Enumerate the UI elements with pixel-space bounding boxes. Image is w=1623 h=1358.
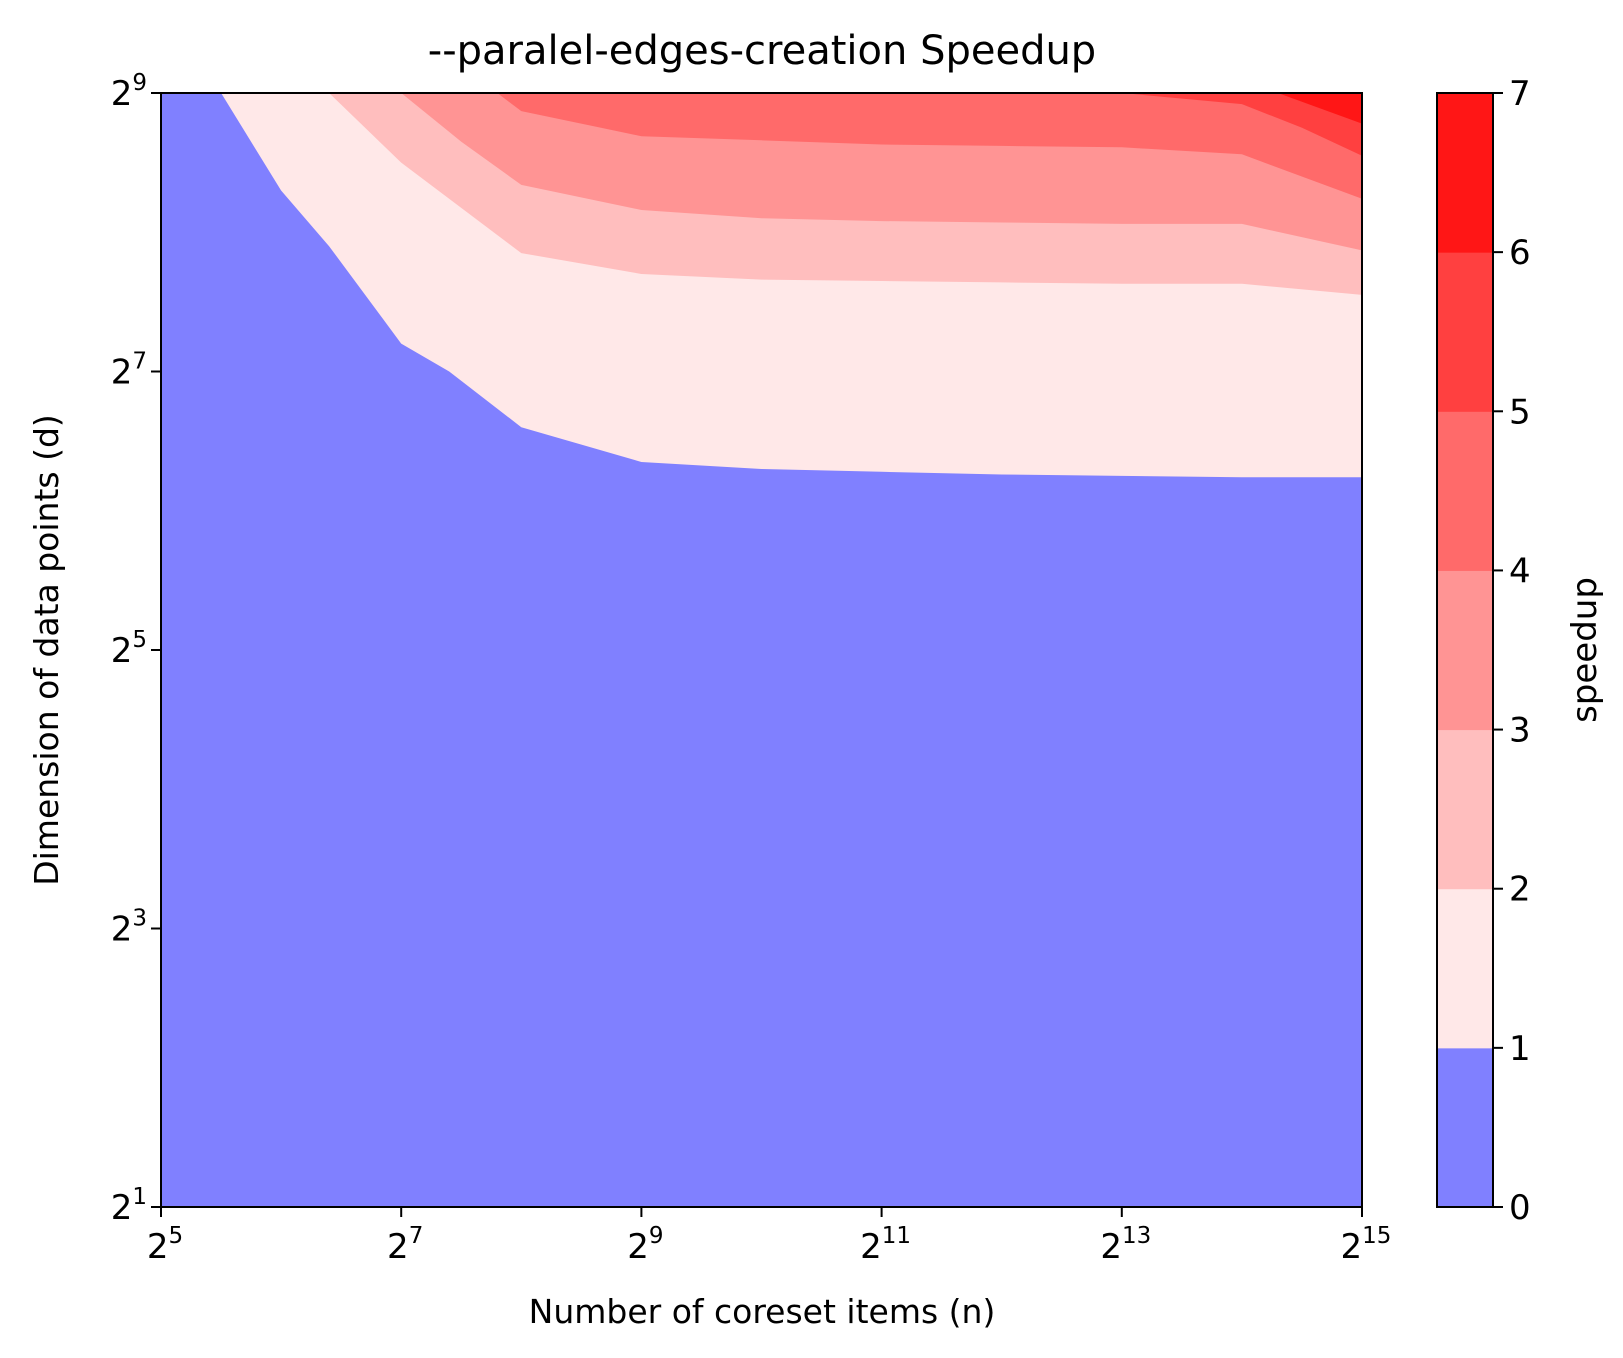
x-tick-label: 25 [147,1223,183,1267]
colorbar-swatch-5-6 [1437,252,1493,412]
colorbar-tick-label: 1 [1509,1029,1531,1069]
x-tick-label: 27 [387,1223,423,1267]
y-tick-label: 23 [111,906,147,950]
y-axis-ticks: 21 23 25 27 29 [111,70,161,1228]
y-tick-label: 25 [111,627,147,671]
colorbar-tick-label: 2 [1509,870,1531,910]
colorbar-swatch-4-5 [1437,411,1493,571]
colorbar-tick-label: 0 [1509,1188,1531,1228]
contour-region-6-7 [1277,93,1362,124]
colorbar-swatch-2-3 [1437,729,1493,890]
colorbar-tick-label: 4 [1509,551,1531,591]
y-tick-label: 21 [111,1184,147,1228]
colorbar-ticks: 0 1 2 3 4 5 6 7 [1493,74,1531,1228]
contour-fill-layer [161,93,1363,1207]
y-tick-label: 27 [111,349,147,393]
contour-region-5-6 [1121,93,1362,156]
x-axis-ticks: 25 27 29 211 213 215 [147,1207,1392,1267]
x-tick-label: 215 [1341,1223,1392,1267]
colorbar-swatch-0-1 [1437,1047,1493,1208]
colorbar-tick-label: 6 [1509,233,1531,273]
colorbar-label: speedup [1565,577,1605,723]
colorbar-tick-label: 3 [1509,711,1531,751]
colorbar-swatch-6-7 [1437,93,1493,253]
chart-title: --paralel-edges-creation Speedup [428,28,1096,74]
colorbar-tick-label: 7 [1509,74,1531,114]
colorbar-swatch-3-4 [1437,570,1493,731]
contour-region-4-5 [497,93,1362,199]
colorbar [1437,93,1493,1208]
colorbar-tick-label: 5 [1509,392,1531,432]
x-tick-label: 213 [1100,1223,1151,1267]
colorbar-swatch-1-2 [1437,888,1493,1049]
x-axis-label: Number of coreset items (n) [529,1292,996,1331]
x-tick-label: 29 [627,1223,663,1267]
y-axis-label: Dimension of data points (d) [27,414,66,886]
colorbar-frame [1436,92,1494,1208]
x-tick-label: 211 [860,1223,911,1267]
y-tick-label: 29 [111,70,147,114]
